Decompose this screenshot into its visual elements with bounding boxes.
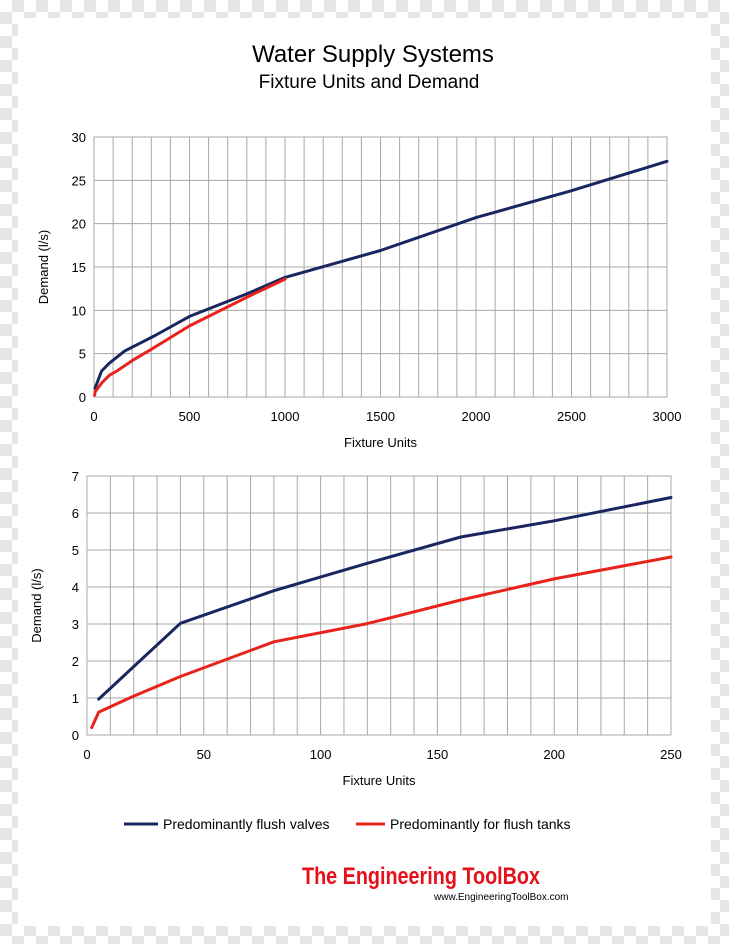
x-tick-label: 1500: [366, 409, 395, 424]
y-tick-label: 4: [72, 580, 79, 595]
series-line-predominantly-flush-valves: [97, 496, 673, 701]
plot-area: [93, 136, 668, 398]
y-tick-label: 15: [72, 260, 86, 275]
chart-sheet: Water Supply Systems Fixture Units and D…: [18, 18, 711, 926]
legend-label-flush-tanks: Predominantly for flush tanks: [390, 816, 571, 832]
y-tick-label: 2: [72, 654, 79, 669]
y-tick-label: 25: [72, 173, 86, 188]
x-tick-label: 200: [543, 747, 565, 762]
y-tick-label: 7: [72, 469, 79, 484]
brand-url: www.EngineeringToolBox.com: [433, 892, 569, 903]
branding: The Engineering ToolBox www.EngineeringT…: [298, 854, 600, 910]
upper-chart: 0 5 10 15 20 25 30 0 500 1000 1500 2000 2500 3000 Fixt…: [36, 130, 681, 450]
series-line-predominantly-flush-valves: [93, 159, 669, 390]
y-tick-label: 10: [72, 303, 86, 318]
chart-subtitle: Fixture Units and Demand: [259, 72, 480, 93]
x-tick-label: 0: [90, 409, 97, 424]
x-tick-label: 2500: [557, 409, 586, 424]
y-tick-label: 20: [72, 217, 86, 232]
series-line-predominantly-for-flush-tanks: [90, 555, 673, 730]
branding-box: [298, 854, 600, 910]
lower-chart: 0 1 2 3 4 5 6 7 0 50 100 150 200 250 Fixture Units Dema…: [29, 469, 682, 788]
y-tick-label: 1: [72, 691, 79, 706]
legend-label-flush-valves: Predominantly flush valves: [163, 816, 330, 832]
x-tick-label: 1000: [271, 409, 300, 424]
y-tick-label: 5: [72, 543, 79, 558]
x-tick-label: 3000: [653, 409, 682, 424]
chart-title: Water Supply Systems: [252, 41, 494, 68]
y-tick-label: 0: [72, 728, 79, 743]
x-tick-label: 2000: [462, 409, 491, 424]
legend-item-flush-tanks: Predominantly for flush tanks: [356, 816, 571, 832]
y-tick-label: 30: [72, 130, 86, 145]
x-tick-label: 50: [197, 747, 211, 762]
y-tick-label: 6: [72, 506, 79, 521]
x-axis-title: Fixture Units: [344, 435, 417, 450]
legend: Predominantly flush valves Predominantly…: [124, 816, 571, 832]
legend-item-flush-valves: Predominantly flush valves: [124, 816, 330, 832]
plot-area: [86, 475, 672, 736]
x-tick-label: 0: [83, 747, 90, 762]
brand-title: The Engineering ToolBox: [302, 863, 541, 890]
y-tick-label: 0: [79, 390, 86, 405]
y-axis-title: Demand (l/s): [36, 230, 51, 304]
y-axis-title: Demand (l/s): [29, 568, 44, 642]
chart-canvas: Water Supply Systems Fixture Units and D…: [29, 41, 682, 910]
y-tick-label: 5: [79, 347, 86, 362]
x-axis-title: Fixture Units: [343, 773, 416, 788]
grid: [93, 136, 668, 398]
series-line-predominantly-for-flush-tanks: [93, 277, 287, 397]
x-tick-label: 500: [179, 409, 201, 424]
x-tick-label: 250: [660, 747, 682, 762]
x-tick-label: 150: [427, 747, 449, 762]
x-tick-label: 100: [310, 747, 332, 762]
y-tick-label: 3: [72, 617, 79, 632]
